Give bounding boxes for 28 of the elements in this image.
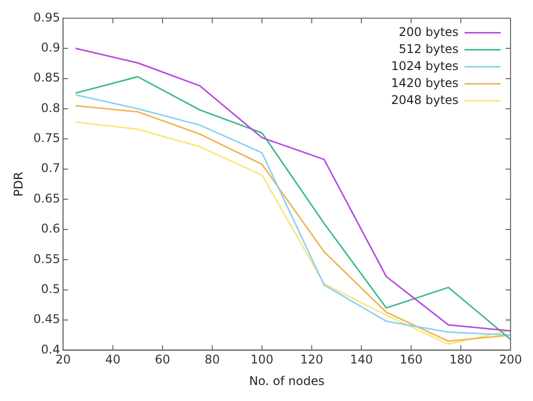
x-tick-label: 200 <box>499 352 522 367</box>
y-tick-label: 0.45 <box>33 312 60 326</box>
legend-label: 1420 bytes <box>391 76 459 90</box>
y-tick-label: 0.85 <box>33 70 60 85</box>
legend-label: 512 bytes <box>398 42 459 56</box>
y-tick-label: 0.9 <box>41 40 60 55</box>
x-tick-label: 60 <box>154 352 170 367</box>
x-axis-title: No. of nodes <box>249 374 324 388</box>
y-tick-label: 0.65 <box>33 191 60 206</box>
x-tick-label: 120 <box>300 352 324 367</box>
y-axis-title: PDR <box>11 172 26 197</box>
x-tick-label: 140 <box>350 352 373 367</box>
y-tick-label: 0.8 <box>41 100 60 115</box>
x-tick-label: 180 <box>449 352 472 367</box>
x-tick-label: 80 <box>204 352 220 367</box>
y-tick-label: 0.95 <box>33 10 60 24</box>
x-tick-label: 100 <box>250 352 274 367</box>
y-tick-label: 0.7 <box>41 161 60 176</box>
legend-label: 2048 bytes <box>391 92 459 107</box>
x-tick-label: 20 <box>55 352 71 367</box>
legend-label: 1024 bytes <box>391 58 459 73</box>
y-tick-label: 0.55 <box>33 252 60 266</box>
y-tick-label: 0.75 <box>33 131 60 146</box>
x-tick-label: 160 <box>400 352 423 367</box>
legend-label: 200 bytes <box>398 24 459 39</box>
y-tick-label: 0.6 <box>41 222 60 236</box>
y-tick-label: 0.5 <box>41 282 60 296</box>
x-tick-label: 40 <box>105 352 120 367</box>
